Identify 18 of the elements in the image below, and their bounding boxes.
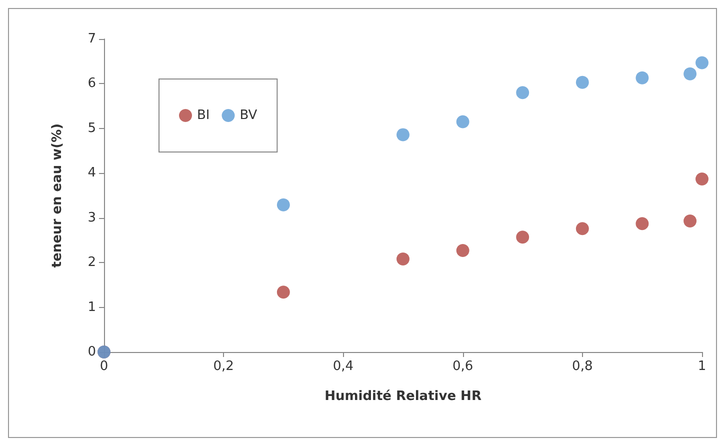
y-tick-label: 7 (88, 32, 96, 46)
y-tick-label: 2 (88, 255, 96, 270)
x-tick-label: 0 (100, 359, 108, 374)
x-tick-label: 1 (698, 359, 706, 374)
y-tick-label: 0 (88, 344, 96, 360)
x-tick-label: 0,8 (572, 359, 593, 374)
y-tick-label: 1 (88, 300, 96, 315)
y-tick-label: 5 (88, 120, 96, 136)
y-tick-label: 3 (88, 210, 96, 226)
y-tick-label: 4 (88, 166, 96, 181)
legend-label: BV (240, 108, 258, 123)
x-tick-label: 0,4 (332, 359, 354, 374)
x-tick-label: 0,2 (213, 359, 234, 374)
y-tick-label: 6 (88, 76, 96, 92)
legend-label: BI (197, 108, 210, 123)
x-axis-title: Humidité Relative HR (324, 389, 482, 404)
x-tick-label: 0,6 (452, 359, 474, 374)
y-axis-title: teneur en eau w(%) (50, 123, 65, 268)
